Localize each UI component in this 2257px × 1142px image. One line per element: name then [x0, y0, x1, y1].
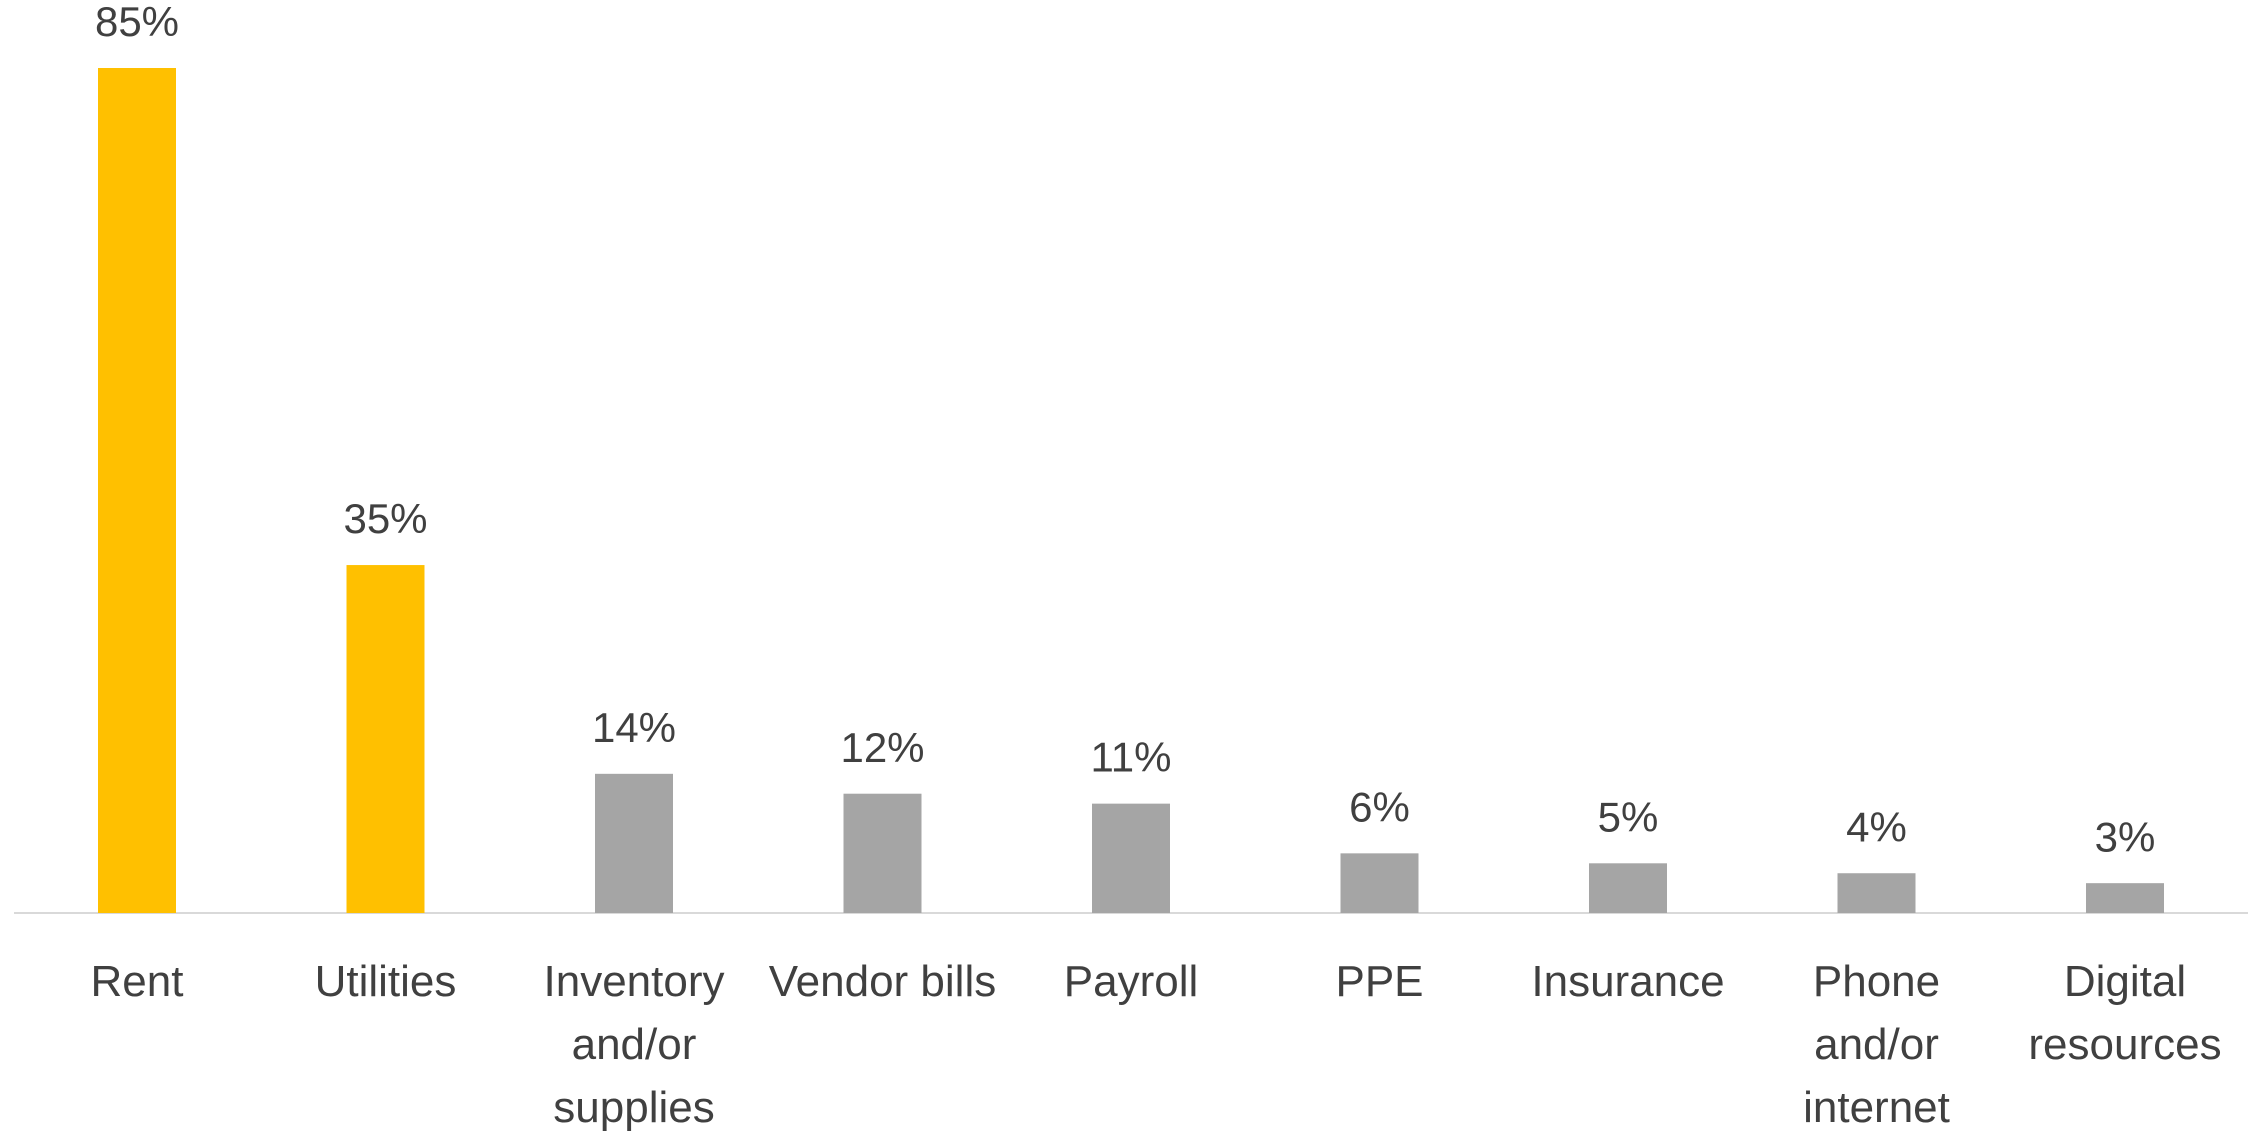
data-label: 5% — [1598, 793, 1659, 840]
bar — [346, 565, 425, 913]
x-tick-label: Vendor bills — [768, 957, 997, 1006]
x-tick-label: Insurance — [1531, 957, 1725, 1006]
data-label: 85% — [95, 0, 179, 45]
x-tick-label: Payroll — [1063, 957, 1199, 1006]
bar — [595, 773, 673, 913]
x-tick-label: Rent — [90, 957, 184, 1006]
data-label: 14% — [592, 704, 676, 751]
x-tick-label: PPE — [1335, 957, 1424, 1006]
data-label: 12% — [840, 724, 924, 771]
bar — [1837, 873, 1916, 913]
bar — [1092, 803, 1170, 913]
bar — [1340, 853, 1419, 913]
data-label: 3% — [2095, 813, 2156, 860]
data-label: 6% — [1349, 783, 1410, 830]
bar — [2086, 883, 2164, 913]
bar — [98, 68, 176, 913]
data-label: 11% — [1091, 734, 1172, 781]
x-tick-label: Inventory and/or supplies — [543, 957, 725, 1132]
x-tick-label: Digital resources — [2028, 957, 2222, 1069]
x-tick-label: Utilities — [314, 957, 457, 1006]
bar — [843, 793, 922, 913]
x-tick-label: Phone and/or internet — [1803, 957, 1950, 1132]
bar — [1589, 863, 1667, 913]
data-label: 4% — [1846, 803, 1907, 850]
data-label: 35% — [343, 495, 427, 542]
